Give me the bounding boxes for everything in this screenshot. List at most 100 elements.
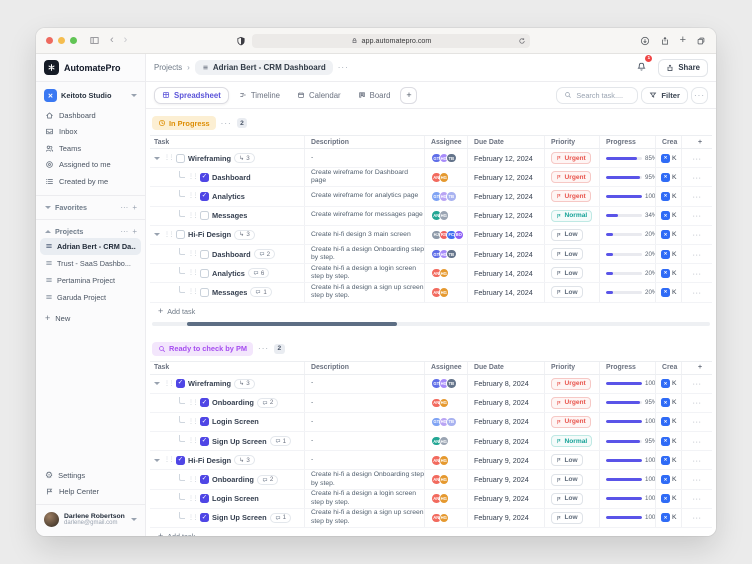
priority-cell[interactable]: Low [544,226,599,244]
tab-overview-icon[interactable] [696,36,706,46]
row-more-icon[interactable]: ··· [693,456,702,465]
notifications-button[interactable]: 1 [636,59,647,77]
assignee-cell[interactable]: ANHG [424,283,467,301]
sidebar-item-created-by-me[interactable]: Created by me [36,173,145,190]
assignee-cell[interactable]: ANHG [424,451,467,469]
drag-handle-icon[interactable]: ⋮⋮ [164,155,173,161]
avatar[interactable]: HG [439,268,450,279]
drag-handle-icon[interactable]: ⋮⋮ [188,270,197,276]
avatar[interactable]: HG [439,474,450,485]
created-by-cell[interactable]: ✕K [655,413,681,431]
due-date-cell[interactable]: February 14, 2024 [467,283,544,301]
tab-spreadsheet[interactable]: Spreadsheet [154,87,229,104]
task-checkbox[interactable] [200,250,209,259]
due-date-cell[interactable]: February 12, 2024 [467,149,544,167]
assignee-cell[interactable]: GTHGTB [424,375,467,393]
row-more-icon[interactable]: ··· [693,192,702,201]
drag-handle-icon[interactable]: ⋮⋮ [188,193,197,199]
avatar[interactable]: TB [446,417,457,428]
tab-timeline[interactable]: Timeline [232,88,287,103]
created-by-cell[interactable]: ✕K [655,226,681,244]
task-checkbox[interactable] [200,211,209,220]
priority-cell[interactable]: Urgent [544,394,599,412]
task-checkbox[interactable] [176,230,185,239]
sidebar-project-item[interactable]: Pertamina Project [40,272,141,289]
toolbar-more-button[interactable]: ··· [691,87,708,104]
task-cell[interactable]: ⋮⋮Dashboard2 [150,245,304,263]
avatar[interactable]: HG [439,436,450,447]
add-task-button[interactable]: +Add task [150,528,716,536]
priority-cell[interactable]: Normal [544,207,599,225]
task-checkbox[interactable] [200,513,209,522]
avatar[interactable]: TB [446,191,457,202]
task-cell[interactable]: ⋮⋮Onboarding2 [150,470,304,488]
description-cell[interactable]: Create hi-fi a design a sign up screen s… [304,283,424,301]
drag-handle-icon[interactable]: ⋮⋮ [188,419,197,425]
priority-cell[interactable]: Low [544,470,599,488]
avatar[interactable]: HG [439,398,450,409]
task-cell[interactable]: ⋮⋮Wireframing↳3 [150,149,304,167]
created-by-cell[interactable]: ✕K [655,245,681,263]
row-more-icon[interactable]: ··· [693,475,702,484]
created-by-cell[interactable]: ✕K [655,432,681,450]
row-more-icon[interactable]: ··· [693,250,702,259]
priority-cell[interactable]: Low [544,283,599,301]
description-cell[interactable]: - [304,413,424,431]
status-pill[interactable]: In Progress [152,116,216,130]
search-input[interactable] [576,91,630,100]
sidebar-project-item[interactable]: Trust - SaaS Dashbo... [40,255,141,272]
sidebar-item-assigned-to-me[interactable]: Assigned to me [36,157,145,174]
expand-caret[interactable] [152,157,161,160]
created-by-cell[interactable]: ✕K [655,264,681,282]
avatar[interactable]: TB [446,378,457,389]
task-checkbox[interactable] [200,288,209,297]
sidebar-item-inbox[interactable]: Inbox [36,124,145,141]
description-cell[interactable]: - [304,394,424,412]
due-date-cell[interactable]: February 12, 2024 [467,207,544,225]
description-cell[interactable]: - [304,149,424,167]
task-cell[interactable]: ⋮⋮Hi-Fi Design↳3 [150,226,304,244]
assignee-cell[interactable]: ANHG [424,168,467,186]
drag-handle-icon[interactable]: ⋮⋮ [188,213,197,219]
subtask-count-badge[interactable]: ↳3 [234,379,255,389]
created-by-cell[interactable]: ✕K [655,509,681,527]
priority-cell[interactable]: Urgent [544,168,599,186]
add-column-button[interactable]: + [681,136,712,148]
description-cell[interactable]: Create hi-fi a design a login screen ste… [304,264,424,282]
drag-handle-icon[interactable]: ⋮⋮ [188,515,197,521]
row-more-icon[interactable]: ··· [693,494,702,503]
created-by-cell[interactable]: ✕K [655,283,681,301]
created-by-cell[interactable]: ✕K [655,168,681,186]
favorites-section-header[interactable]: Favorites ··· + [36,201,145,214]
search-task-box[interactable] [556,87,638,104]
task-checkbox[interactable] [200,437,209,446]
row-more-icon[interactable]: ··· [693,288,702,297]
description-cell[interactable]: Create hi-fi a design Onboarding step by… [304,470,424,488]
zoom-window-button[interactable] [70,37,77,44]
due-date-cell[interactable]: February 14, 2024 [467,245,544,263]
avatar[interactable]: HG [439,287,450,298]
due-date-cell[interactable]: February 8, 2024 [467,413,544,431]
description-cell[interactable]: Create wireframe for Dashboard page [304,168,424,186]
due-date-cell[interactable]: February 8, 2024 [467,394,544,412]
horizontal-scrollbar[interactable] [152,322,710,326]
description-cell[interactable]: Create hi-fi a design Onboarding step by… [304,245,424,263]
drag-handle-icon[interactable]: ⋮⋮ [188,174,197,180]
assignee-cell[interactable]: HJRSFCBO [424,226,467,244]
comment-count-badge[interactable]: 1 [270,436,291,446]
row-more-icon[interactable]: ··· [693,417,702,426]
close-window-button[interactable] [46,37,53,44]
minimize-window-button[interactable] [58,37,65,44]
due-date-cell[interactable]: February 12, 2024 [467,187,544,205]
avatar[interactable]: TB [446,249,457,260]
subtask-count-badge[interactable]: ↳3 [234,455,255,465]
favorites-add-icon[interactable]: + [132,203,137,212]
page-more-icon[interactable]: ··· [338,63,349,72]
assignee-cell[interactable]: ANHG [424,490,467,508]
priority-cell[interactable]: Normal [544,432,599,450]
drag-handle-icon[interactable]: ⋮⋮ [188,438,197,444]
row-more-icon[interactable]: ··· [693,230,702,239]
task-cell[interactable]: ⋮⋮Login Screen [150,490,304,508]
description-cell[interactable]: - [304,451,424,469]
task-checkbox[interactable] [176,154,185,163]
